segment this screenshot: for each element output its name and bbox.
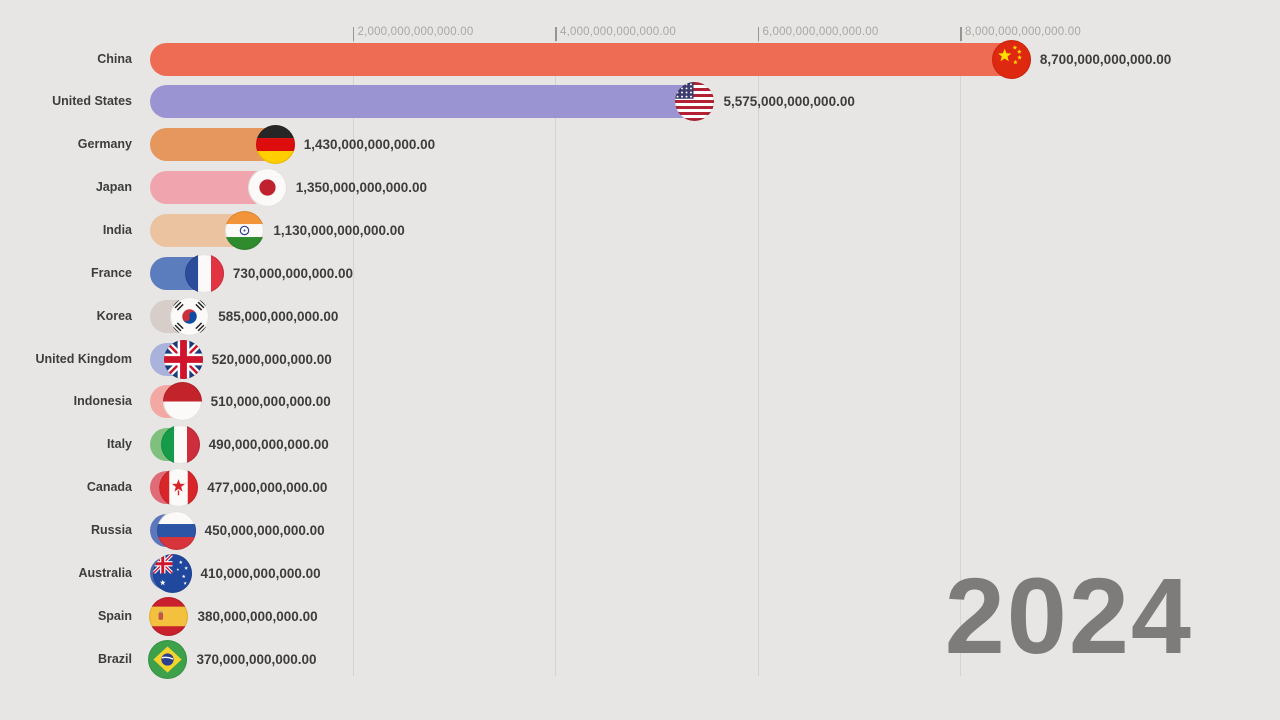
bar-row: Italy 490,000,000,000.00	[0, 425, 1280, 465]
value-label: 8,700,000,000,000.00	[1039, 51, 1172, 67]
value-label: 730,000,000,000.00	[232, 265, 354, 281]
axis-tick-label: 2,000,000,000,000.00	[357, 26, 474, 38]
flag-canada-icon	[159, 468, 199, 508]
year-label: 2024	[944, 555, 1193, 676]
gridline	[757, 27, 759, 676]
bar-row: Australia 410,000,000,000.00	[0, 553, 1280, 593]
bar-row: Brazil 370,000,000,000.00	[0, 639, 1280, 679]
country-label: Indonesia	[73, 394, 132, 409]
flag-spain-icon	[149, 596, 189, 636]
value-label: 1,130,000,000,000.00	[273, 222, 405, 238]
flag-italy-icon	[160, 425, 200, 465]
value-label: 585,000,000,000.00	[218, 308, 339, 324]
bar-row: France 730,000,000,000.00	[0, 253, 1280, 293]
bar-row: Canada 477,000,000,000.00	[0, 468, 1280, 508]
flag-indonesia-icon	[162, 382, 202, 422]
country-label: Germany	[77, 137, 132, 152]
flag-china-icon	[991, 39, 1031, 79]
axis-tick-label: 4,000,000,000,000.00	[560, 26, 676, 38]
country-label: Brazil	[97, 651, 132, 666]
country-label: Russia	[91, 522, 132, 537]
flag-france-icon	[184, 253, 224, 293]
gridline	[960, 27, 961, 676]
country-label: Korea	[96, 308, 132, 323]
bar-row: Germany 1,430,000,000,000.00	[0, 125, 1280, 165]
flag-united-states-icon	[675, 82, 715, 122]
axis-tick-mark	[960, 27, 962, 41]
country-label: Japan	[95, 180, 132, 195]
value-label: 370,000,000,000.00	[196, 651, 317, 667]
country-label: Canada	[86, 480, 132, 495]
bar-row: Japan 1,350,000,000,000.00	[0, 168, 1280, 208]
axis-tick-label: 6,000,000,000,000.00	[762, 26, 879, 38]
flag-united-kingdom-icon	[163, 339, 203, 379]
country-label: United Kingdom	[35, 351, 132, 366]
flag-brazil-icon	[148, 639, 188, 679]
value-label: 490,000,000,000.00	[208, 437, 329, 453]
flag-australia-icon	[152, 553, 192, 593]
value-label: 510,000,000,000.00	[210, 394, 331, 410]
bar-row: Indonesia 510,000,000,000.00	[0, 382, 1280, 422]
value-label: 410,000,000,000.00	[200, 565, 321, 581]
value-label: 1,430,000,000,000.00	[303, 137, 436, 153]
bar-row: United States 5,575,000,000,000.00	[0, 82, 1280, 122]
value-label: 450,000,000,000.00	[204, 522, 325, 538]
flag-germany-icon	[255, 125, 295, 165]
value-label: 1,350,000,000,000.00	[295, 180, 428, 196]
country-label: India	[102, 222, 132, 237]
country-label: France	[91, 265, 132, 280]
bar-row: Spain 380,000,000,000.00	[0, 596, 1280, 636]
flag-india-icon	[225, 210, 265, 250]
bar-row: United Kingdom 520,000,000,000.00	[0, 339, 1280, 379]
country-label: China	[97, 51, 132, 66]
flag-japan-icon	[247, 168, 287, 208]
value-bar	[150, 42, 1031, 76]
axis-tick-mark	[757, 27, 759, 41]
flag-korea-icon	[170, 296, 210, 336]
gridline	[352, 27, 354, 676]
flag-russia-icon	[156, 510, 196, 550]
value-bar	[150, 85, 715, 119]
value-label: 380,000,000,000.00	[197, 608, 318, 624]
bar-row: Korea 585,000,000,000.00	[0, 296, 1280, 336]
bar-row: Russia 450,000,000,000.00	[0, 510, 1280, 550]
value-label: 520,000,000,000.00	[211, 351, 332, 367]
country-label: Italy	[106, 437, 132, 452]
country-label: Spain	[97, 608, 132, 623]
bar-row: India 1,130,000,000,000.00	[0, 210, 1280, 250]
country-label: United States	[52, 94, 132, 109]
gridline	[555, 27, 556, 676]
bar-row: China 8,700,000,000,000.00	[0, 39, 1280, 79]
value-label: 477,000,000,000.00	[207, 480, 328, 496]
axis-tick-label: 8,000,000,000,000.00	[965, 26, 1081, 38]
value-label: 5,575,000,000,000.00	[723, 94, 855, 110]
axis-tick-mark	[555, 27, 557, 41]
axis-tick-mark	[352, 27, 354, 41]
country-label: Australia	[78, 565, 133, 580]
